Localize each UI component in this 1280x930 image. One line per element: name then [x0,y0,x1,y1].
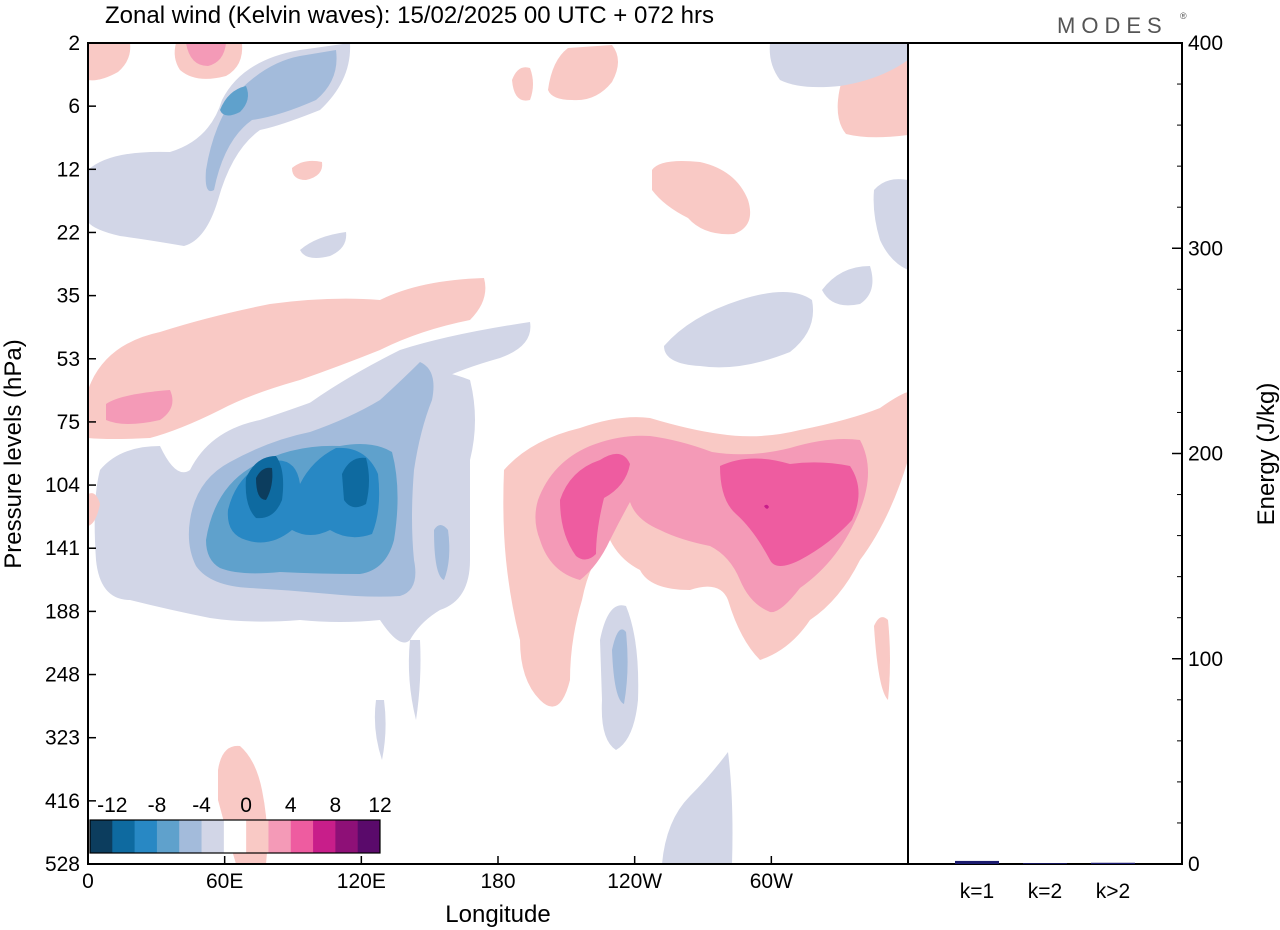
colorbar-swatch [156,820,180,853]
colorbar-label: -4 [192,794,211,817]
energy-plot-frame [907,42,1183,865]
energy-tick-label: 200 [1188,443,1223,466]
y-tick-label: 12 [57,158,80,181]
x-tick-label: 60E [206,870,243,893]
colorbar-label: 8 [330,794,342,817]
y-tick-label: 248 [45,664,80,687]
y-tick-label: 22 [57,221,80,244]
colorbar-swatch [134,820,158,853]
y-tick-label: 528 [45,853,80,876]
colorbar-swatch [179,820,203,853]
energy-bar-plot: 0 100 200 300 400 k=1 k=2 k>2 Energy (J/kg) [907,32,1280,903]
colorbar-label: -12 [97,794,127,817]
x-axis-ticks: 0 60E 120E 180 120W 60W [82,856,793,893]
wavenumber-label: k=2 [1028,880,1062,903]
contour-blue-lower-strat-right [664,292,814,368]
contour-blue-level-5b [342,457,369,508]
wavenumber-label: k=1 [960,880,994,903]
contour-pink-blob-c [292,160,323,180]
chart-title: Zonal wind (Kelvin waves): 15/02/2025 00… [105,2,714,29]
contour-pink-level-3 [560,453,630,560]
colorbar: -12 -8 -4 0 4 8 12 [89,794,392,854]
x-tick-label: 120E [337,870,386,893]
contour-pink-lower-strat-band [88,278,486,439]
energy-tick-label: 400 [1188,32,1223,55]
y-tick-label: 2 [68,32,80,55]
brand-registered-mark: ® [1180,11,1187,21]
colorbar-label: 4 [285,794,297,817]
colorbar-swatch [313,820,336,853]
contour-blue-strat-mid [205,50,337,192]
colorbar-label: 0 [240,794,252,817]
contour-blue-strat-small [300,232,347,258]
energy-bar [1091,862,1135,864]
energy-bar [1023,863,1067,864]
x-axis-label: Longitude [445,901,550,928]
y-tick-label: 104 [45,474,80,497]
contour-blue-lower-strat-far [822,266,873,306]
colorbar-swatch [201,820,225,853]
y-tick-label: 141 [45,537,80,560]
colorbar-frame [89,819,381,854]
contour-pink-mid-top [186,43,226,66]
contour-pink-lower-strat-core [106,390,173,424]
contour-blue-column-a [408,640,421,720]
energy-axis-ticks: 0 100 200 300 400 [1172,32,1223,876]
energy-tick-label: 100 [1188,648,1223,671]
contour-blue-strat-core [220,86,248,116]
contour-blue-lower-column-core [612,629,628,704]
y-tick-label: 323 [45,727,80,750]
y-axis-label: Pressure levels (hPa) [0,339,27,568]
contour-pink-left-edge [88,493,100,526]
contour-pink-light-top-left [88,43,131,81]
colorbar-swatch [290,820,314,853]
x-tick-label: 120W [607,870,662,893]
y-tick-label: 35 [57,285,80,308]
colorbar-swatch [268,820,292,853]
contour-blue-small-c [434,525,450,580]
colorbar-label: 12 [368,794,391,817]
colorbar-swatch [246,820,269,853]
contour-pink-column-right [874,617,890,700]
energy-axis-label: Energy (J/kg) [1253,383,1280,526]
colorbar-swatch [357,820,381,853]
y-tick-label: 53 [57,348,80,371]
colorbar-swatch [112,820,136,853]
contour-pink-dot [764,504,769,509]
wavenumber-ticks: k=1 k=2 k>2 [960,880,1130,903]
hovmoller-plot: 0 60E 120E 180 120W 60W 2 6 12 22 35 53 75 104 141 188… [0,32,909,928]
brand-logo: MODES [1057,13,1168,38]
colorbar-swatch [223,820,247,853]
energy-tick-label: 300 [1188,237,1223,260]
contour-fill [88,43,908,864]
contour-blue-column-b [374,700,386,760]
x-tick-label: 0 [82,870,94,893]
y-tick-label: 75 [57,411,80,434]
colorbar-label: -8 [148,794,167,817]
contour-pink-top-mid [548,45,618,101]
y-tick-label: 188 [45,600,80,623]
contour-blue-level-6 [256,467,273,500]
contour-blue-bottom [662,752,733,864]
x-tick-label: 60W [750,870,793,893]
y-tick-label: 416 [45,790,80,813]
contour-pink-blob-b [652,161,751,235]
contour-pink-blob-a [512,67,533,101]
colorbar-swatch [90,820,113,853]
energy-bars [955,860,1135,864]
contour-blue-top-right [769,43,908,88]
energy-bar [955,860,999,864]
contour-pink-level-3b [720,458,859,566]
x-tick-label: 180 [480,870,515,893]
colorbar-swatch [335,820,359,853]
y-axis-ticks: 2 6 12 22 35 53 75 104 141 188 248 323 416 528 [45,32,96,876]
y-tick-label: 6 [68,95,80,118]
contour-blue-right-edge [873,179,908,270]
energy-tick-label: 0 [1188,853,1200,876]
wavenumber-label: k>2 [1096,880,1130,903]
